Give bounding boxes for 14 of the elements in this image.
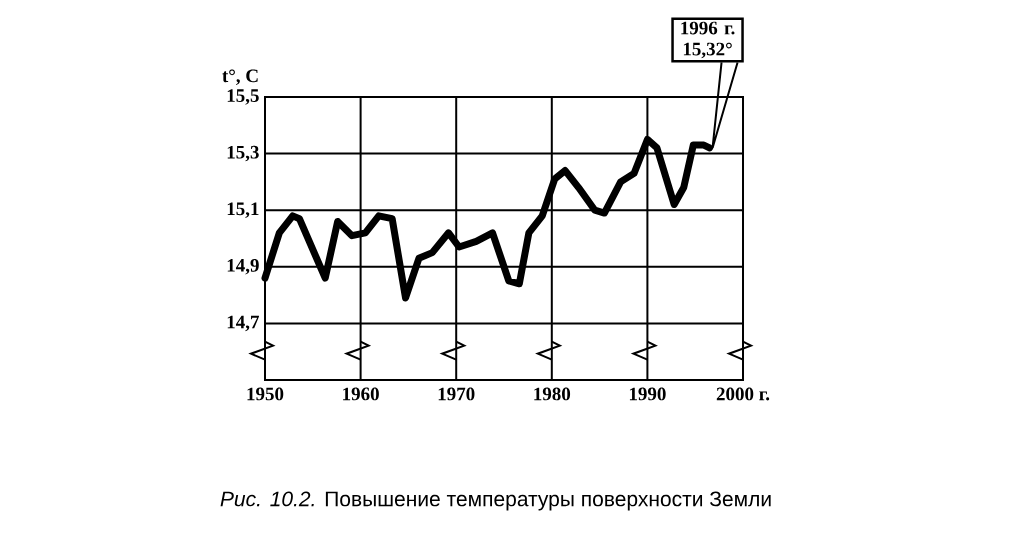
x-tick-label: 2000 г. (716, 387, 770, 401)
x-tick-label: 1980 (534, 387, 571, 401)
y-tick-label: 15,1 (227, 202, 259, 218)
y-axis-title: t°, C (222, 69, 258, 85)
y-tick-label: 15,5 (227, 89, 259, 105)
text: Рис. 10.2. Повышение температуры поверхности Земли (220, 491, 771, 511)
text: 1996 г. 15,32° (681, 21, 735, 59)
x-tick-label: 1990 (629, 387, 666, 401)
y-tick-label: 15,3 (227, 145, 259, 162)
x-tick-label: 1950 (247, 387, 284, 401)
x-tick-label: 1970 (438, 387, 475, 401)
y-tick-label: 14,7 (227, 315, 259, 332)
x-tick-label: 1960 (343, 387, 379, 401)
y-tick-label: 14,9 (227, 259, 259, 275)
